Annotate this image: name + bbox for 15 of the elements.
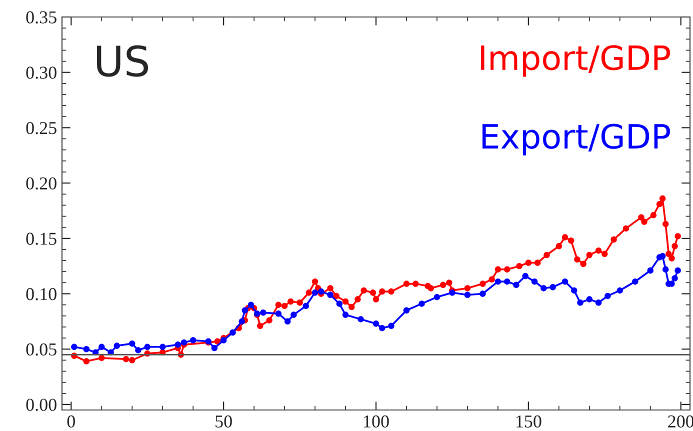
y-tick-label: 0.10: [26, 288, 56, 300]
y-tick-label: 0.20: [26, 177, 56, 190]
y-tick-label: 0.25: [26, 122, 56, 134]
x-tick-label: 100: [364, 415, 389, 428]
x-tick-label: 50: [216, 415, 232, 428]
text: Export/GDP: [482, 124, 670, 156]
text: Import/GDP: [480, 45, 670, 77]
x-tick-label: 0: [67, 415, 75, 428]
x-tick-label: 150: [516, 415, 542, 428]
text: US: [97, 45, 148, 77]
y-tick-label: 0.15: [26, 232, 56, 245]
y-tick-label: 0.00: [26, 398, 56, 411]
y-tick-label: 0.35: [26, 11, 56, 24]
y-tick-label: 0.30: [26, 66, 56, 79]
y-tick-label: 0.05: [26, 343, 56, 356]
